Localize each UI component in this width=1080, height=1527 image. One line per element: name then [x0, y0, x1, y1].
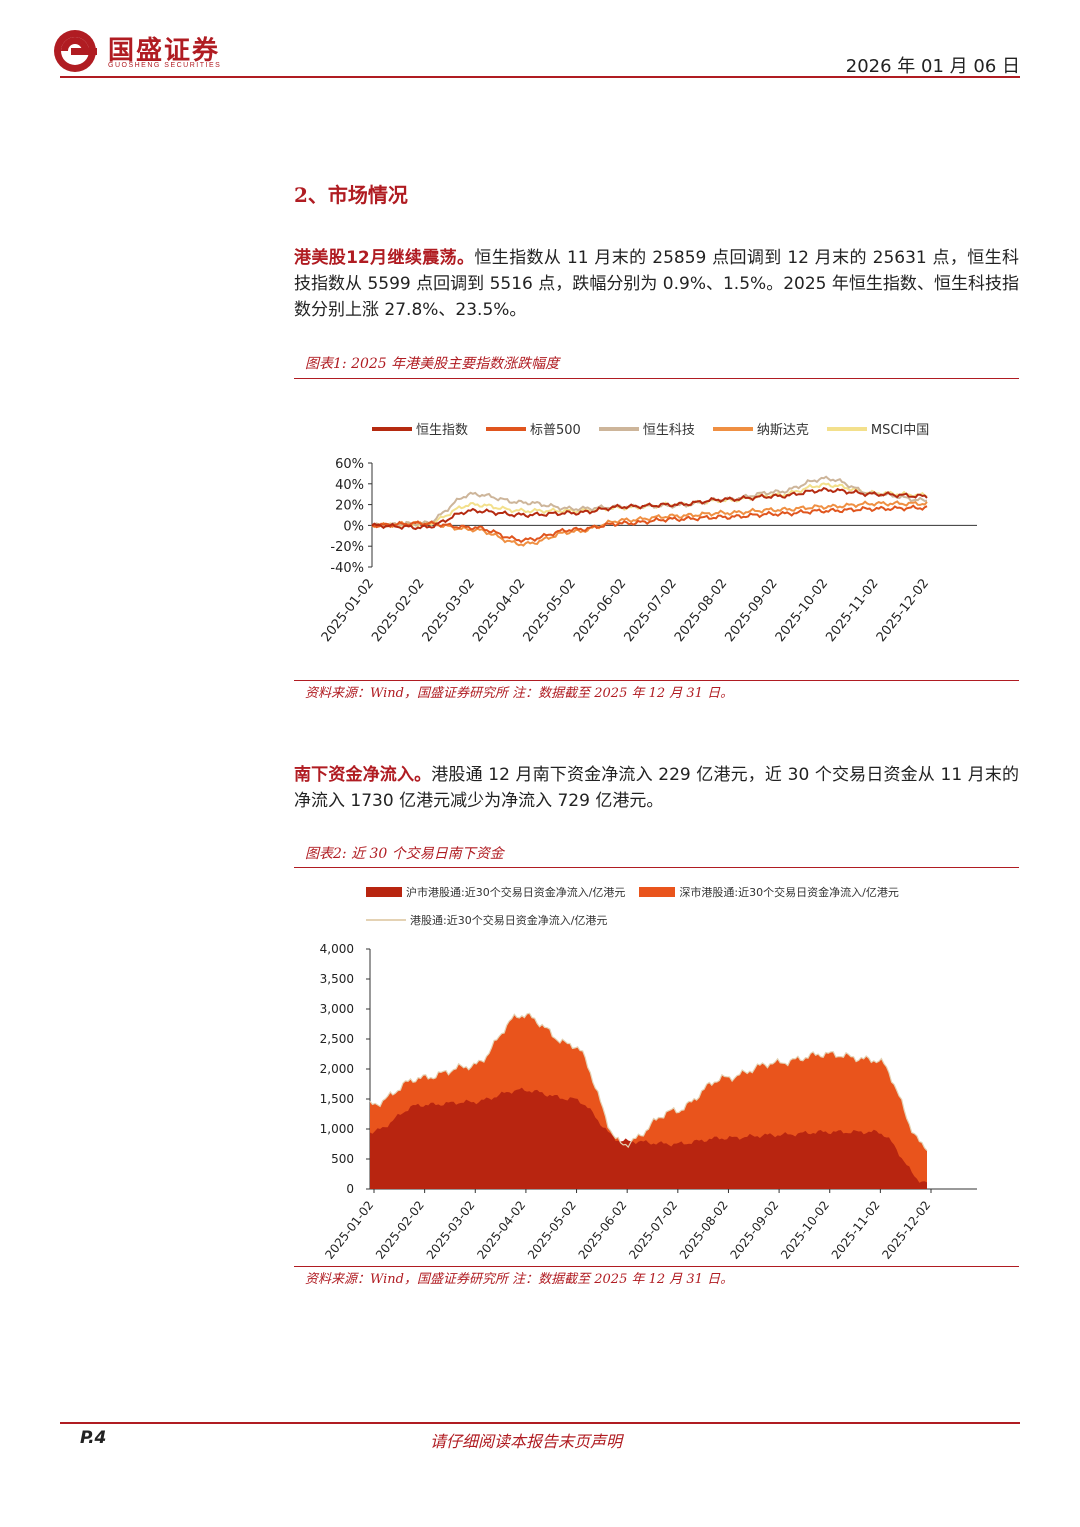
- x-tick-label: 2025-06-02: [571, 576, 629, 645]
- figure2-legend: 沪市港股通:近30个交易日资金净流入/亿港元 深市港股通:近30个交易日资金净流…: [366, 884, 1006, 928]
- x-tick-label: 2025-10-02: [778, 1198, 832, 1262]
- legend-nasdaq-label: 纳斯达克: [756, 423, 809, 438]
- legend-msci: MSCI中国: [826, 419, 930, 438]
- sh-area: [370, 1087, 927, 1189]
- y-tick-label: 1,500: [320, 1092, 354, 1106]
- figure2-bottom-rule: [294, 1266, 1019, 1267]
- y-tick-label: 3,000: [320, 1002, 354, 1016]
- legend-nasdaq-swatch: [712, 426, 753, 431]
- x-tick-label: 2025-06-02: [576, 1198, 630, 1262]
- paragraph-market: 港美股12月继续震荡。恒生指数从 11 月末的 25859 点回调到 12 月末…: [294, 245, 1019, 323]
- legend-hsi: 恒生指数: [372, 419, 468, 438]
- legend-total-swatch: [366, 919, 406, 921]
- y-tick-label: -40%: [330, 561, 364, 576]
- x-tick-label: 2025-11-02: [823, 576, 881, 645]
- x-tick-label: 2025-03-02: [424, 1198, 478, 1262]
- figure1-source: 资料来源：Wind，国盛证券研究所 注：数据截至 2025 年 12 月 31 …: [305, 686, 734, 701]
- legend-sh-swatch: [366, 887, 402, 897]
- paragraph2-body: 港股通 12 月南下资金净流入 229 亿港元，近 30 个交易日资金从 11 …: [294, 765, 1020, 811]
- logo: [52, 28, 102, 74]
- legend-sp500: 标普500: [486, 419, 581, 438]
- page-number: P.4: [80, 1428, 107, 1448]
- legend-sz-connect: 深市港股通:近30个交易日资金净流入/亿港元: [639, 884, 899, 900]
- legend-total-connect: 港股通:近30个交易日资金净流入/亿港元: [366, 912, 607, 928]
- legend-sh-connect: 沪市港股通:近30个交易日资金净流入/亿港元: [366, 884, 625, 900]
- figure2-chart: 4,000 3,500 3,000 2,500 2,000 1,500 1,000 500 0 2…: [320, 942, 977, 1262]
- section-title: 2、市场情况: [294, 183, 408, 207]
- figure1-chart: 60%40%20%0%-20%-40%2025-01-022025-02-022…: [319, 457, 977, 645]
- figure2-top-rule: [294, 867, 1019, 868]
- paragraph-body: 恒生指数从 11 月末的 25859 点回调到 12 月末的 25631 点，恒…: [294, 248, 1019, 320]
- x-tick-label: 2025-07-02: [622, 576, 680, 645]
- paragraph-lead: 港美股12月继续震荡。: [294, 248, 475, 268]
- y-tick-label: 0%: [343, 519, 364, 534]
- legend-sz-swatch: [639, 887, 676, 897]
- logo-emblem-icon: [54, 30, 97, 72]
- total-line: [369, 1012, 928, 1151]
- paragraph2-lead: 南下资金净流入。: [294, 765, 432, 785]
- legend-sp500-swatch: [486, 426, 527, 431]
- footer-disclaimer: 请仔细阅读本报告末页声明: [430, 1432, 623, 1451]
- series-line-3: [371, 500, 928, 547]
- x-tick-label: 2025-05-02: [521, 576, 579, 645]
- series-line-2: [371, 475, 928, 528]
- legend-hstech: 恒生科技: [598, 419, 695, 438]
- x-tick-label: 2025-07-02: [626, 1198, 680, 1262]
- legend-nasdaq: 纳斯达克: [712, 419, 809, 438]
- series-line-1: [371, 504, 928, 544]
- y-tick-label: 1,000: [320, 1122, 354, 1136]
- legend-msci-swatch: [826, 426, 867, 431]
- legend-hsi-swatch: [372, 426, 412, 431]
- figure1-top-rule: [294, 378, 1019, 379]
- x-tick-label: 2025-08-02: [677, 1198, 731, 1262]
- x-tick-label: 2025-01-02: [319, 576, 377, 645]
- y-tick-label: 60%: [335, 457, 364, 472]
- x-tick-label: 2025-08-02: [672, 576, 730, 645]
- legend-hsi-label: 恒生指数: [416, 423, 469, 438]
- x-tick-label: 2025-04-02: [474, 1198, 528, 1262]
- x-tick-label: 2025-09-02: [722, 576, 780, 645]
- company-name-cn: 国盛证券: [108, 36, 221, 66]
- y-tick-label: -20%: [330, 540, 364, 555]
- series-line-0: [371, 486, 928, 531]
- y-tick-label: 40%: [335, 478, 364, 493]
- company-name-en: GUOSHENG SECURITIES: [108, 62, 222, 69]
- x-tick-label: 2025-03-02: [420, 576, 478, 645]
- footer-divider: [60, 1422, 1020, 1424]
- x-tick-label: 2025-02-02: [373, 1198, 427, 1262]
- figure1-bottom-rule: [294, 680, 1019, 681]
- figure2-source: 资料来源：Wind，国盛证券研究所 注：数据截至 2025 年 12 月 31 …: [305, 1272, 734, 1287]
- x-tick-label: 2025-01-02: [322, 1198, 376, 1262]
- legend-sp500-label: 标普500: [530, 423, 581, 438]
- x-tick-label: 2025-09-02: [727, 1198, 781, 1262]
- x-tick-label: 2025-04-02: [470, 576, 528, 645]
- x-tick-label: 2025-02-02: [369, 576, 427, 645]
- x-tick-label: 2025-12-02: [879, 1198, 933, 1262]
- y-tick-label: 2,500: [320, 1032, 354, 1046]
- figure2-title: 图表2: 近 30 个交易日南下资金: [305, 846, 504, 862]
- y-tick-label: 4,000: [320, 942, 354, 956]
- legend-sz-label: 深市港股通:近30个交易日资金净流入/亿港元: [679, 886, 899, 899]
- y-tick-label: 3,500: [320, 972, 354, 986]
- x-tick-label: 2025-10-02: [773, 576, 831, 645]
- figure1-title: 图表1: 2025 年港美股主要指数涨跌幅度: [305, 356, 560, 372]
- legend-hstech-swatch: [598, 426, 639, 431]
- legend-msci-label: MSCI中国: [870, 423, 930, 438]
- y-tick-label: 2,000: [320, 1062, 354, 1076]
- y-tick-label: 20%: [335, 499, 364, 514]
- report-date: 2026 年 01 月 06 日: [845, 56, 1020, 77]
- paragraph-southbound: 南下资金净流入。港股通 12 月南下资金净流入 229 亿港元，近 30 个交易…: [294, 762, 1019, 814]
- y-tick-label: 0: [346, 1182, 354, 1196]
- x-tick-label: 2025-05-02: [525, 1198, 579, 1262]
- legend-sh-label: 沪市港股通:近30个交易日资金净流入/亿港元: [406, 886, 626, 899]
- figure1-legend: 恒生指数 标普500 恒生科技 纳斯达克 MSCI中国: [372, 419, 929, 438]
- header-divider: [60, 76, 1020, 78]
- x-tick-label: 2025-12-02: [874, 576, 932, 645]
- legend-total-label: 港股通:近30个交易日资金净流入/亿港元: [410, 914, 608, 927]
- legend-hstech-label: 恒生科技: [642, 423, 695, 438]
- x-tick-label: 2025-11-02: [829, 1198, 883, 1262]
- y-tick-label: 500: [331, 1152, 354, 1166]
